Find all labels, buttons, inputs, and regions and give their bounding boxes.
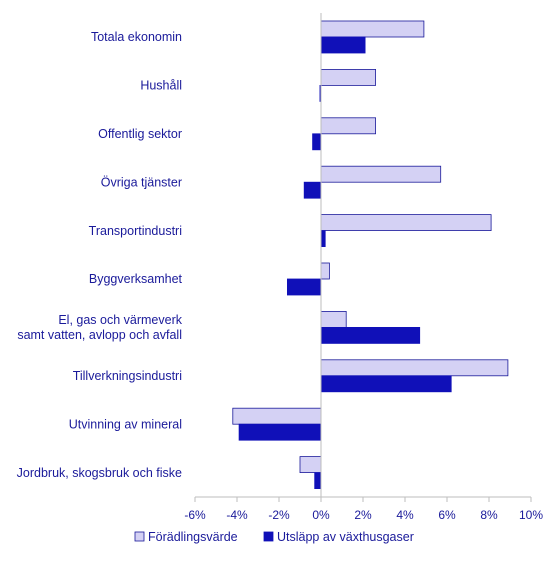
- bar-emissions-0: [320, 36, 366, 54]
- x-tick-label: 10%: [519, 508, 543, 522]
- bar-value-added-3: [320, 165, 442, 183]
- bar-value-added-6: [320, 310, 347, 328]
- bar-emissions-3: [303, 181, 322, 199]
- bar-value-added-1: [320, 69, 376, 86]
- x-tick-label: 0%: [312, 508, 330, 522]
- x-axis-ticks: -6% -4% -2% 0% 2% 4% 6% 8% 10%: [184, 497, 543, 522]
- category-label: Offentlig sektor: [98, 127, 182, 141]
- category-label: Jordbruk, skogsbruk och fiske: [17, 466, 182, 480]
- bar-value-added-8: [232, 407, 322, 425]
- legend-label-value-added: Förädlingsvärde: [148, 530, 238, 544]
- x-tick-label: -4%: [226, 508, 248, 522]
- legend-swatch-value-added: [134, 531, 145, 542]
- legend-label-emissions: Utsläpp av växthusgaser: [277, 530, 414, 544]
- bar-value-added-9: [299, 456, 322, 474]
- category-labels: Totala ekonomin Hushåll Offentlig sektor Öv…: [17, 30, 183, 480]
- bar-emissions-5: [286, 278, 322, 296]
- category-label: Övriga tjänster: [101, 175, 182, 189]
- bar-emissions-6: [320, 326, 421, 344]
- bar-emissions-9: [314, 472, 322, 490]
- legend-swatch-emissions: [263, 531, 274, 542]
- category-label: Totala ekonomin: [91, 30, 182, 44]
- x-tick-label: 8%: [480, 508, 498, 522]
- category-label: Hushåll: [140, 79, 182, 93]
- x-tick-label: 6%: [438, 508, 456, 522]
- category-label: El, gas och värmeverk samt vatten, avlopp…: [17, 313, 182, 342]
- bars-layer: [232, 20, 509, 490]
- category-label: Byggverksamhet: [89, 272, 183, 286]
- x-tick-label: 2%: [354, 508, 372, 522]
- category-label: Tillverkningsindustri: [73, 369, 182, 383]
- category-label: Transportindustri: [89, 224, 182, 238]
- bar-value-added-0: [320, 20, 425, 38]
- x-tick-label: -2%: [268, 508, 290, 522]
- x-tick-label: -6%: [184, 508, 206, 522]
- bar-value-added-5: [320, 262, 330, 280]
- bar-emissions-8: [238, 423, 322, 441]
- category-label: Utvinning av mineral: [69, 417, 182, 431]
- bar-emissions-2: [312, 133, 322, 151]
- legend: Förädlingsvärde Utsläpp av växthusgaser: [134, 530, 414, 544]
- bar-value-added-7: [320, 359, 509, 377]
- bar-emissions-4: [320, 230, 326, 248]
- x-tick-label: 4%: [396, 508, 414, 522]
- bar-emissions-7: [320, 375, 452, 393]
- bar-value-added-4: [320, 214, 492, 232]
- bar-value-added-2: [320, 117, 376, 135]
